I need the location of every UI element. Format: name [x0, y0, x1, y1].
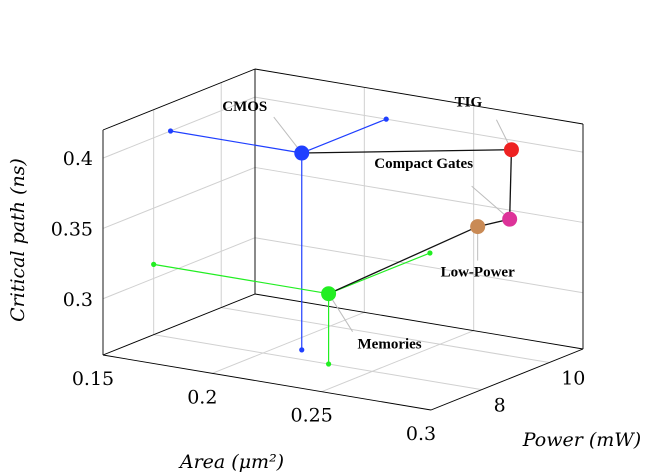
grid-line	[254, 166, 584, 223]
projection-endpoint	[167, 128, 174, 134]
data-point	[321, 286, 337, 302]
axis-box-edge	[254, 293, 584, 350]
point-label: TIG	[455, 95, 483, 111]
x-tick-label: 0.2	[187, 386, 217, 408]
point-label: Compact Gates	[374, 156, 473, 172]
grid-line	[212, 311, 365, 374]
z-tick-label: 0.3	[63, 289, 93, 311]
projection-endpoint	[299, 347, 305, 353]
annotation-leader	[471, 185, 510, 220]
grid-line	[153, 334, 482, 391]
projection-line	[170, 130, 302, 154]
axis-box-edge	[102, 293, 256, 356]
annotation-leader	[273, 116, 303, 154]
projection-endpoint	[326, 361, 332, 367]
axis-box-edge	[102, 354, 432, 411]
y-tick-label: 8	[494, 395, 506, 417]
grid-line	[254, 237, 584, 294]
projection-line	[153, 263, 329, 295]
grid-line	[254, 96, 584, 153]
point-annotations: CMOS TIG Compact Gates Low-Power Memories	[222, 95, 515, 353]
data-point	[503, 142, 519, 158]
z-axis-label: Critical path (ns)	[7, 158, 29, 322]
x-tick-label: 0.3	[406, 423, 436, 445]
connection-line	[509, 149, 513, 220]
data-point	[502, 211, 518, 227]
axis-box-back	[102, 69, 584, 356]
y-axis-label: Power (mW)	[522, 429, 641, 451]
projection-line	[301, 118, 387, 154]
grid-line	[321, 330, 474, 393]
point-label: CMOS	[222, 99, 267, 115]
projection-endpoint	[151, 261, 157, 267]
axis-box-edge	[102, 68, 256, 131]
connection-line	[328, 225, 478, 295]
x-axis-label: Area (μm²)	[178, 451, 284, 473]
y-tick-label: 10	[561, 368, 585, 390]
grid-line	[102, 96, 256, 159]
axis-box-edge	[254, 68, 584, 125]
x-tick-label: 0.15	[72, 368, 114, 390]
projection-endpoint	[427, 250, 433, 256]
axis-box-front	[102, 68, 584, 411]
projection-endpoint	[383, 116, 389, 122]
grid-lines	[102, 69, 584, 411]
data-point	[470, 219, 486, 235]
data-point	[294, 145, 310, 161]
point-label: Low-Power	[441, 265, 515, 281]
z-tick-label: 0.4	[63, 148, 93, 170]
point-label: Memories	[358, 337, 422, 353]
grid-line	[102, 166, 256, 229]
axis-box-edge	[430, 348, 584, 411]
projection-line	[328, 252, 431, 295]
z-tick-label: 0.35	[51, 218, 93, 240]
grid-line	[221, 307, 550, 364]
tick-labels: 0.15 0.2 0.25 0.3 8 10 0.3 0.35 0.4	[51, 148, 586, 445]
data-points	[294, 142, 519, 302]
connection-line	[301, 149, 512, 154]
x-tick-label: 0.25	[291, 405, 333, 427]
projection-lines	[151, 116, 433, 367]
